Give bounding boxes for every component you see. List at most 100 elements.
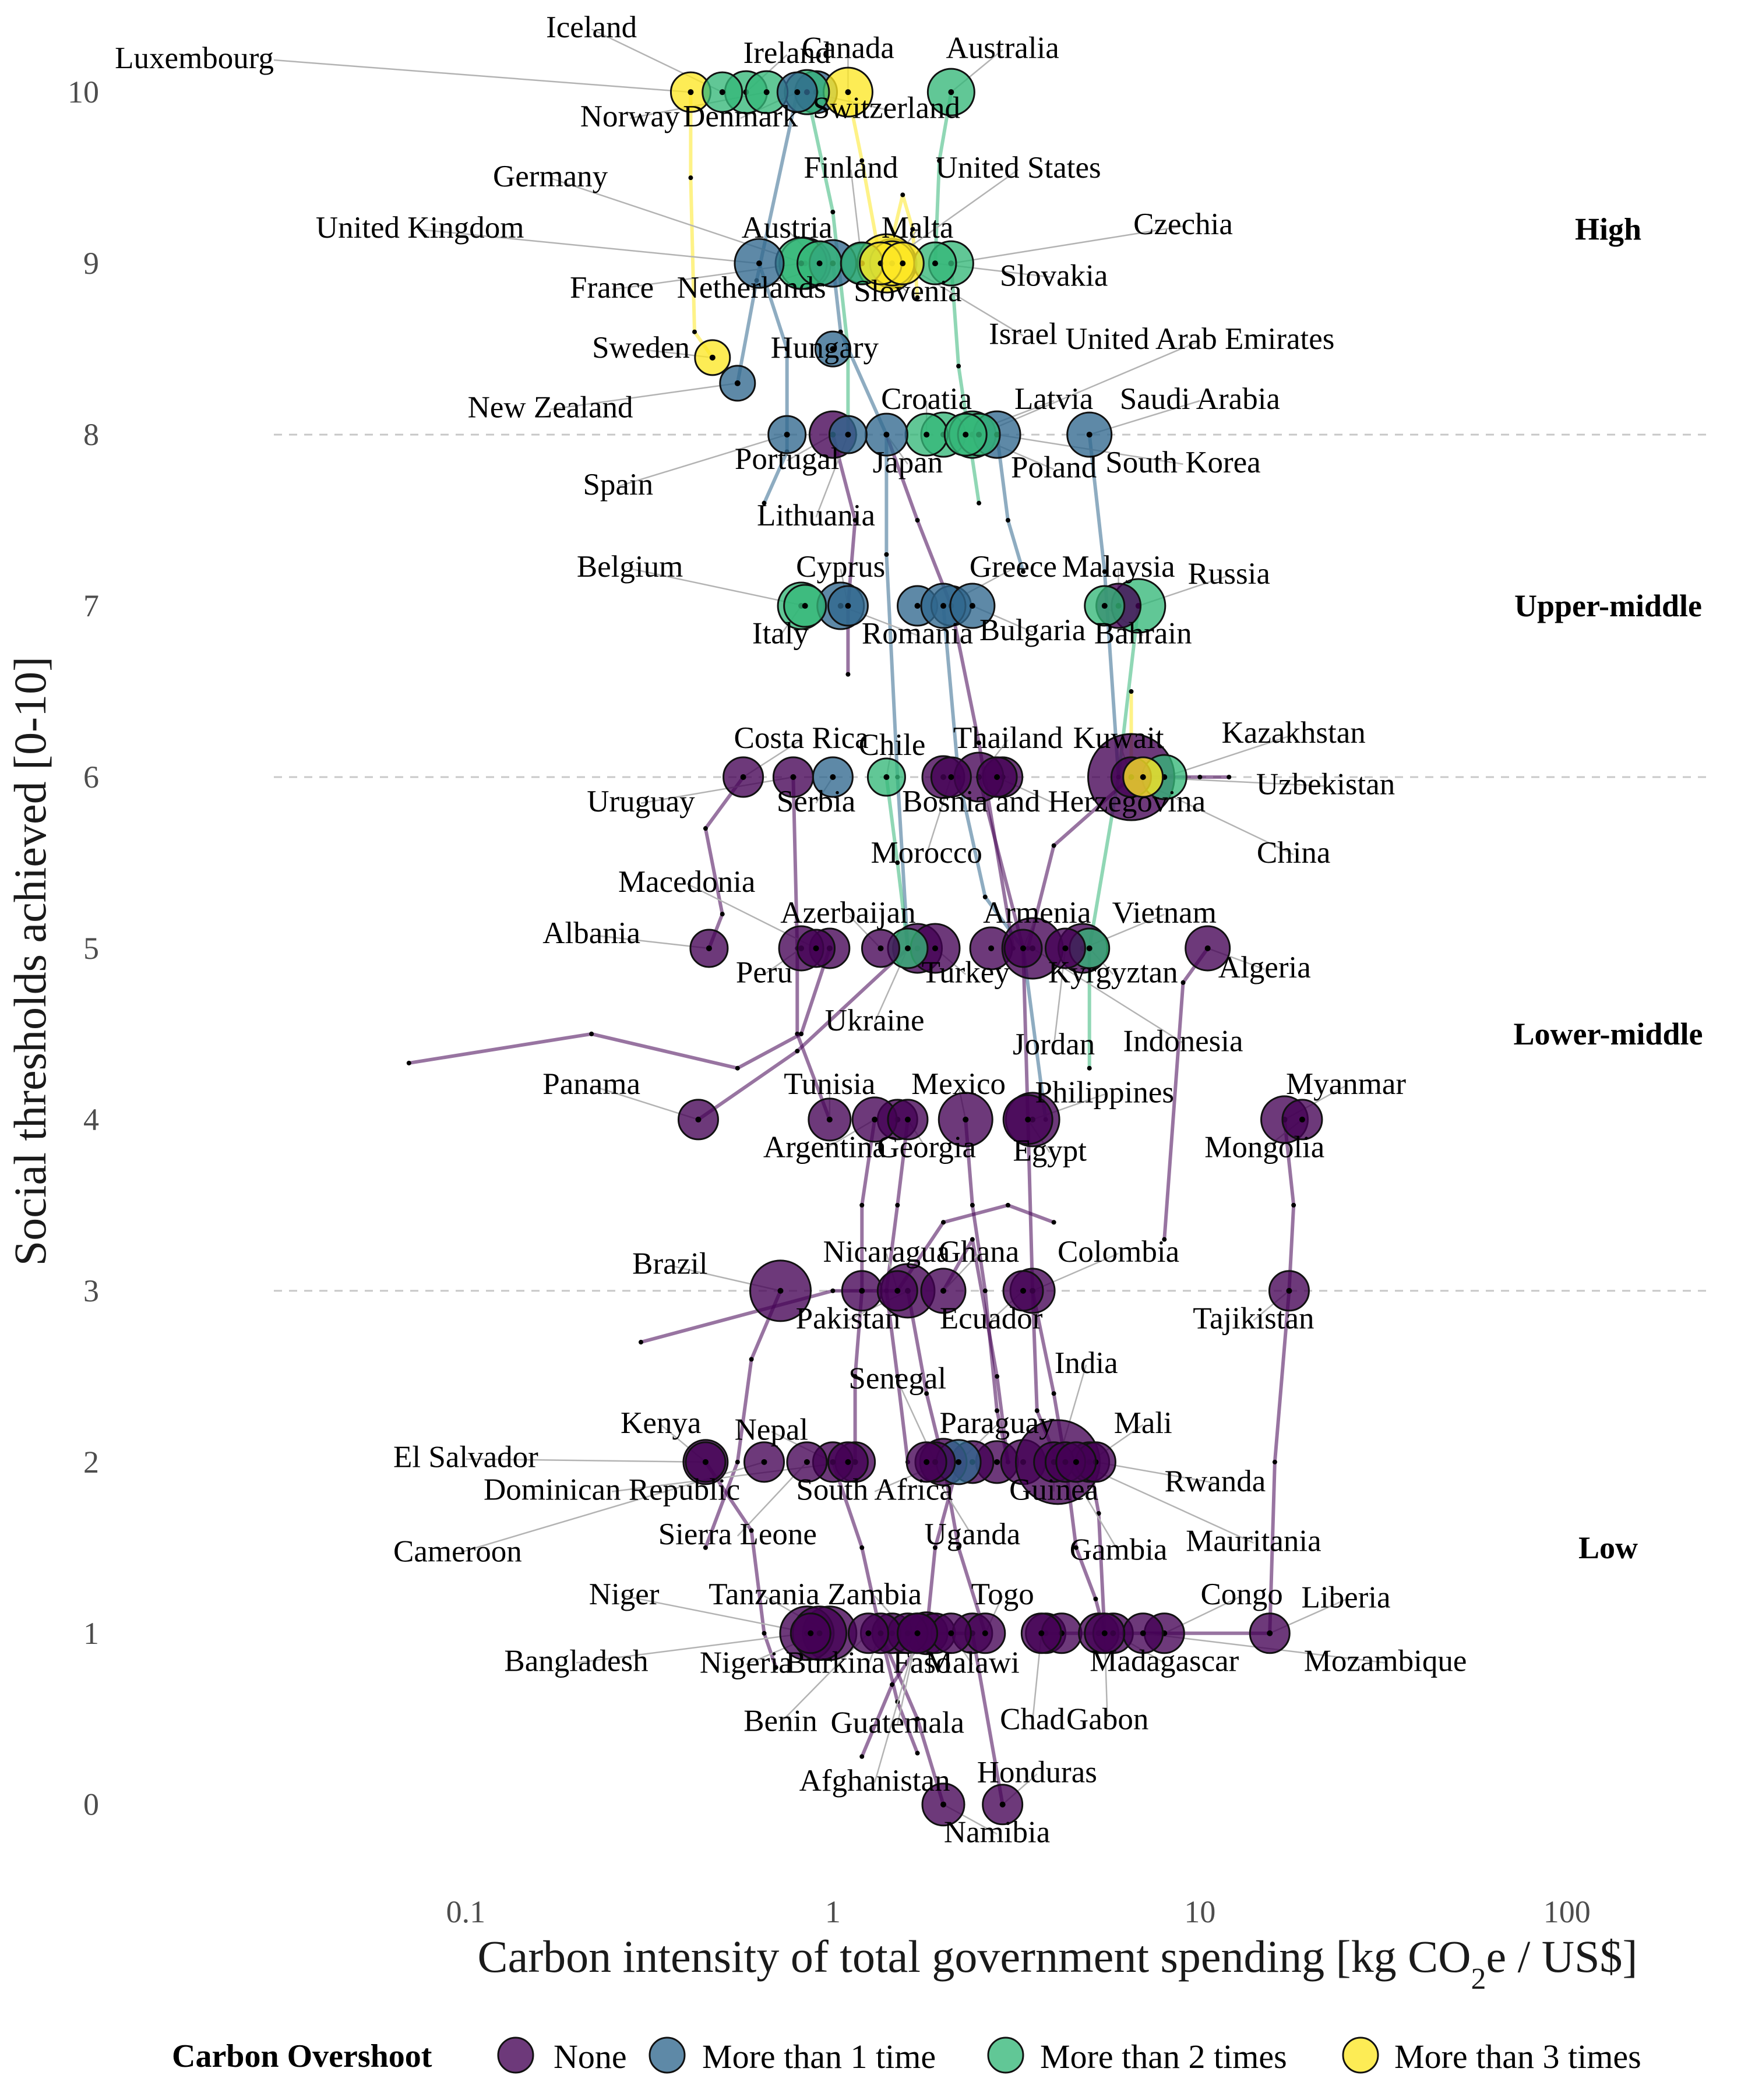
trajectory-dot <box>1093 1596 1098 1601</box>
trajectory-dot <box>937 158 942 163</box>
point-center-dot <box>904 1116 911 1123</box>
label-bulgaria: Bulgaria <box>979 613 1086 647</box>
y-tick-label: 0 <box>83 1787 99 1822</box>
label-france: France <box>570 271 654 305</box>
trajectory-dot <box>859 1202 865 1208</box>
label-ghana: Ghana <box>939 1235 1019 1269</box>
trajectory-dot <box>784 347 790 352</box>
point-center-dot <box>1140 1630 1146 1636</box>
leader-line-united-arab-emirates <box>978 340 1200 436</box>
label-luxembourg: Luxembourg <box>115 41 274 75</box>
trajectory-dot <box>900 192 905 197</box>
trajectory-dot <box>1227 775 1232 779</box>
label-mali: Mali <box>1114 1406 1172 1440</box>
label-zambia: Zambia <box>827 1577 922 1611</box>
x-tick-label: 100 <box>1543 1894 1591 1929</box>
point-center-dot <box>763 89 770 96</box>
label-sweden: Sweden <box>592 331 690 365</box>
trajectory-dot <box>749 1357 754 1362</box>
trajectory-dot <box>703 826 708 831</box>
trajectory-line <box>791 777 831 1120</box>
label-indonesia: Indonesia <box>1123 1024 1243 1058</box>
trajectory-dot <box>688 175 693 181</box>
label-liberia: Liberia <box>1302 1581 1391 1615</box>
point-center-dot <box>948 89 954 96</box>
trajectory-dot <box>589 1031 594 1036</box>
point-center-dot <box>1086 432 1092 438</box>
income-label-low: Low <box>1578 1530 1638 1565</box>
legend-key-more-than-2-times <box>987 2037 1024 2074</box>
label-latvia: Latvia <box>1014 382 1093 416</box>
trajectory-line <box>831 434 857 675</box>
income-label-upper-middle: Upper-middle <box>1514 588 1702 623</box>
label-uzbekistan: Uzbekistan <box>1256 767 1395 801</box>
label-russia: Russia <box>1188 557 1270 591</box>
label-slovakia: Slovakia <box>1000 259 1108 292</box>
point-center-dot <box>1267 1630 1273 1636</box>
point-center-dot <box>956 1459 962 1465</box>
point-center-dot <box>830 346 836 352</box>
label-romania: Romania <box>862 617 973 651</box>
legend: Carbon Overshoot None More than 1 time More… <box>172 2037 1641 2076</box>
trajectory-dot <box>799 1031 804 1036</box>
point-center-dot <box>859 1287 865 1294</box>
legend-key-more-than-3-times <box>1342 2037 1379 2074</box>
label-el-salvador: El Salvador <box>393 1441 538 1474</box>
point-center-dot <box>1020 945 1027 951</box>
y-tick-label: 9 <box>83 246 99 281</box>
label-turkey: Turkey <box>922 956 1010 990</box>
trajectory-dot <box>1005 518 1010 523</box>
trajectory-dot <box>895 1374 900 1379</box>
label-bosnia-and-herzegovina: Bosnia and Herzegovina <box>902 785 1206 818</box>
label-bahrain: Bahrain <box>1094 617 1192 651</box>
label-benin: Benin <box>743 1704 817 1738</box>
leader-line-luxembourg <box>273 59 691 93</box>
trajectory-line <box>757 263 789 504</box>
leader-line-niger <box>623 1595 811 1634</box>
label-georgia: Georgia <box>877 1131 976 1164</box>
trajectory-line <box>831 263 910 949</box>
trajectory-dot <box>915 518 920 523</box>
leader-line-albania <box>591 934 710 950</box>
label-portugal: Portugal <box>735 442 840 476</box>
income-label-lower-middle: Lower-middle <box>1514 1017 1703 1051</box>
label-gambia: Gambia <box>1070 1533 1168 1566</box>
label-austria: Austria <box>742 211 833 245</box>
label-mexico: Mexico <box>911 1067 1006 1101</box>
y-tick-label: 4 <box>83 1102 99 1137</box>
trajectory-dot <box>845 672 851 677</box>
point-center-dot <box>1101 603 1108 609</box>
label-canada: Canada <box>802 31 894 65</box>
trajectory-dot <box>977 740 982 746</box>
y-tick-label: 8 <box>83 417 99 452</box>
label-peru: Peru <box>736 956 792 990</box>
label-malawi: Malawi <box>925 1646 1020 1679</box>
label-germany: Germany <box>493 160 608 193</box>
point-center-dot <box>924 1459 930 1465</box>
label-senegal: Senegal <box>848 1361 946 1395</box>
label-tunisia: Tunisia <box>784 1067 875 1101</box>
trajectory-dot <box>852 1374 858 1379</box>
trajectory-dot <box>1102 569 1107 574</box>
legend-label-more-than-2-times: More than 2 times <box>1040 2038 1287 2076</box>
label-spain: Spain <box>583 468 653 502</box>
legend-label-more-than-1-time: More than 1 time <box>702 2038 936 2076</box>
label-hungary: Hungary <box>771 331 879 365</box>
label-united-states: United States <box>936 151 1101 185</box>
country-labels: Luxembourg Iceland Ireland Norway Denmark Can… <box>115 10 1467 1849</box>
trajectory-dot <box>956 1545 961 1550</box>
point-center-dot <box>940 603 947 609</box>
trajectory-dot <box>735 1065 740 1071</box>
point-center-dot <box>932 945 938 951</box>
point-center-dot <box>999 1801 1006 1808</box>
trajectory-dot <box>982 1288 988 1293</box>
point-center-dot <box>1025 1116 1031 1123</box>
leader-line-uruguay <box>640 776 794 804</box>
x-axis-title: Carbon intensity of total government spe… <box>478 1931 1638 1996</box>
trajectory-dot <box>859 1545 865 1550</box>
trajectory-dot <box>956 363 961 369</box>
point-center-dot <box>845 603 851 609</box>
income-band-labels: High Upper-middle Lower-middle Low <box>1514 211 1703 1565</box>
trajectory-dot <box>720 912 725 917</box>
